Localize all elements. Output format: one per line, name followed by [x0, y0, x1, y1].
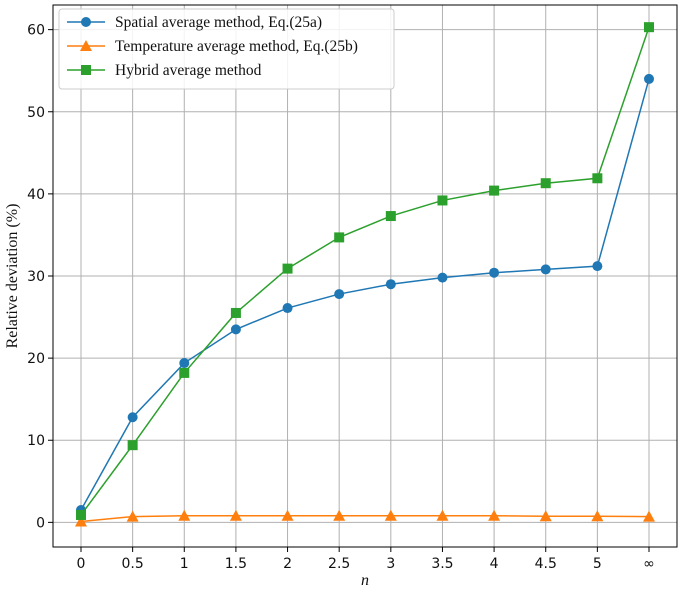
temperature-point [333, 509, 346, 521]
x-tick-label: 0 [77, 556, 86, 572]
temperature-point [436, 509, 449, 521]
hybrid-point [437, 195, 448, 206]
x-axis-title: n [361, 572, 369, 589]
y-tick-label: 20 [27, 351, 45, 367]
hybrid-point [592, 173, 603, 184]
hybrid-point [282, 263, 293, 274]
spatial-point [230, 324, 241, 335]
legend-hybrid-marker [81, 65, 91, 75]
x-tick-label: 2.5 [328, 556, 350, 572]
legend-temperature-label: Temperature average method, Eq.(25b) [115, 38, 358, 55]
series-spatial [76, 73, 654, 516]
hybrid-line [80, 26, 650, 516]
hybrid-point [76, 509, 86, 520]
x-tick-label: 2 [283, 556, 292, 572]
x-tick-label: 3 [386, 556, 395, 572]
x-tick-label: 0.5 [122, 556, 144, 572]
temperature-point [178, 509, 191, 521]
legend-hybrid-label: Hybrid average method [115, 62, 262, 79]
x-tick-label: 4 [490, 556, 499, 572]
hybrid-point [540, 178, 551, 189]
x-tick-label: 1.5 [225, 556, 247, 572]
spatial-point [644, 73, 654, 84]
temperature-point [539, 510, 552, 522]
temperature-line [80, 515, 650, 523]
x-tick-label: ∞ [643, 556, 655, 572]
spatial-point [437, 272, 448, 283]
spatial-point [179, 358, 190, 369]
temperature-point [229, 509, 242, 521]
legend: Spatial average method, Eq.(25a) Temperat… [58, 8, 395, 90]
hybrid-point [644, 22, 654, 33]
temperature-point [281, 509, 294, 521]
spatial-point [334, 289, 345, 300]
spatial-point [592, 261, 603, 272]
y-tick-label: 60 [27, 23, 45, 39]
spatial-line [80, 78, 650, 511]
series-temperature [75, 509, 655, 527]
y-tick-label: 50 [27, 105, 45, 121]
spatial-point [385, 279, 396, 290]
temperature-point [591, 510, 604, 522]
hybrid-point [127, 440, 138, 451]
y-tick-label: 40 [27, 187, 45, 203]
hybrid-point [230, 307, 241, 318]
hybrid-point [489, 185, 500, 196]
hybrid-point [179, 367, 190, 378]
x-tick-label: 1 [180, 556, 189, 572]
spatial-point [127, 412, 138, 423]
legend-temperature-marker [80, 40, 92, 51]
y-tick-label: 30 [27, 269, 45, 285]
temperature-point [488, 509, 501, 521]
x-tick-label: 3.5 [431, 556, 453, 572]
hybrid-point [385, 211, 396, 222]
y-tick-label: 10 [27, 433, 45, 449]
y-axis: 0 10 20 30 40 50 60 [27, 23, 53, 531]
temperature-point [643, 510, 655, 522]
y-tick-label: 0 [36, 515, 45, 531]
spatial-point [489, 267, 500, 278]
hybrid-point [334, 232, 345, 243]
x-axis: 0 0.5 1 1.5 2 2.5 3 3.5 4 4.5 5 ∞ [77, 547, 655, 572]
temperature-point [126, 510, 139, 522]
grid [53, 5, 677, 547]
x-tick-label: 5 [593, 556, 602, 572]
series-hybrid [76, 22, 654, 520]
legend-spatial-label: Spatial average method, Eq.(25a) [115, 14, 322, 31]
spatial-point [282, 303, 293, 314]
series-group [75, 22, 655, 527]
x-tick-label: 4.5 [535, 556, 557, 572]
spatial-point [540, 264, 551, 275]
y-axis-title: Relative deviation (%) [4, 204, 21, 349]
temperature-point [75, 515, 87, 527]
legend-spatial-marker [81, 17, 91, 27]
legend-box [58, 8, 395, 90]
temperature-point [384, 509, 397, 521]
